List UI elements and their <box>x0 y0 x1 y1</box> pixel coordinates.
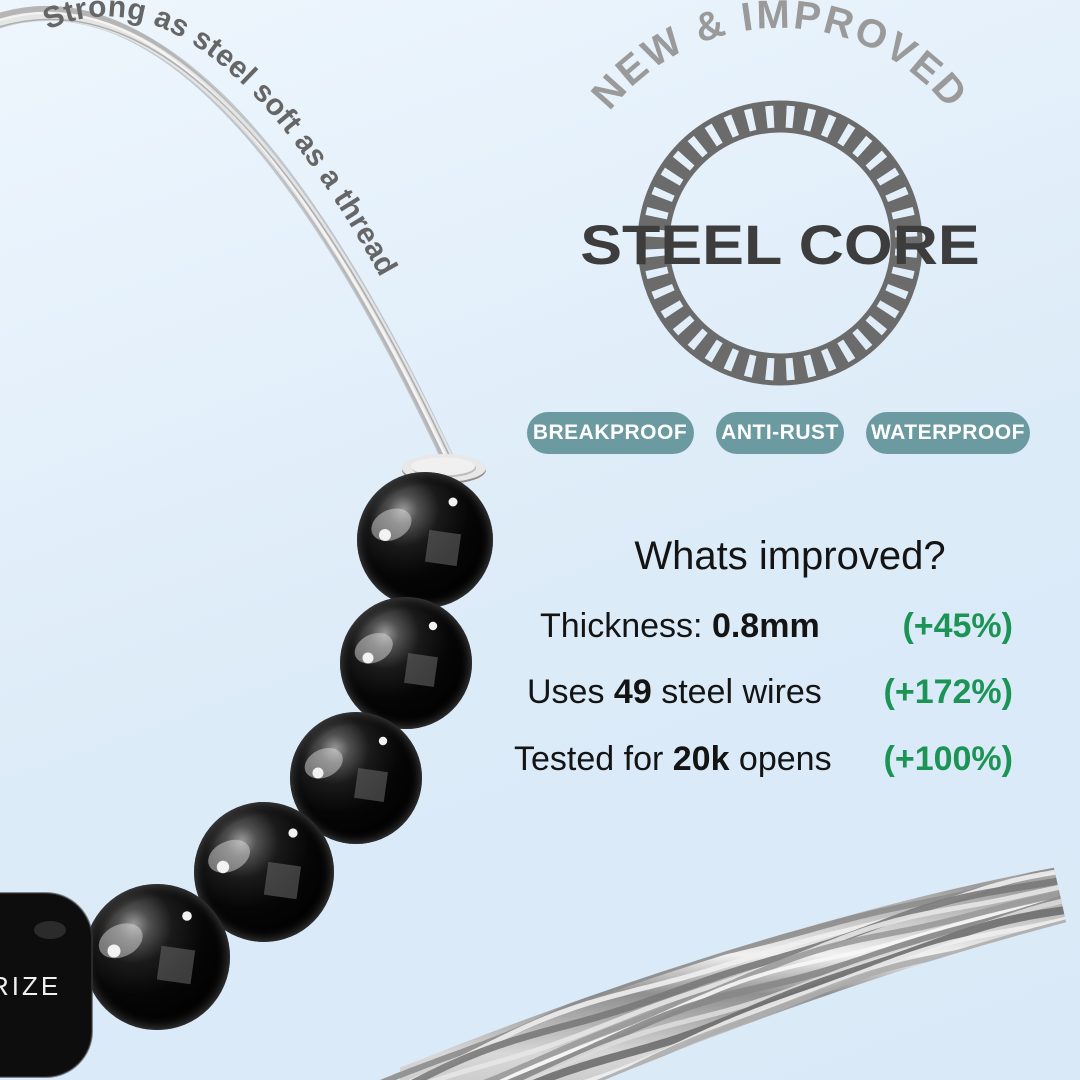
svg-text:Tested for 20k opens: Tested for 20k opens <box>514 740 832 778</box>
svg-text:NEW & IMPROVED: NEW & IMPROVED <box>583 0 977 117</box>
svg-text:(+100%): (+100%) <box>884 740 1013 778</box>
svg-text:Thickness: 0.8mm: Thickness: 0.8mm <box>540 607 820 645</box>
svg-text:STEEL CORE: STEEL CORE <box>580 213 980 276</box>
svg-text:Uses 49 steel wires: Uses 49 steel wires <box>527 673 822 711</box>
svg-text:(+45%): (+45%) <box>902 607 1013 645</box>
svg-text:(+172%): (+172%) <box>884 673 1013 711</box>
svg-text:BREAKPROOF: BREAKPROOF <box>533 421 687 444</box>
svg-text:Whats improved?: Whats improved? <box>634 534 945 578</box>
svg-text:WATERPROOF: WATERPROOF <box>871 421 1025 444</box>
svg-text:RIZE: RIZE <box>0 971 61 1001</box>
svg-text:ANTI-RUST: ANTI-RUST <box>721 421 839 444</box>
svg-text:Strong as steel soft as a thre: Strong as steel soft as a thread <box>38 0 403 281</box>
